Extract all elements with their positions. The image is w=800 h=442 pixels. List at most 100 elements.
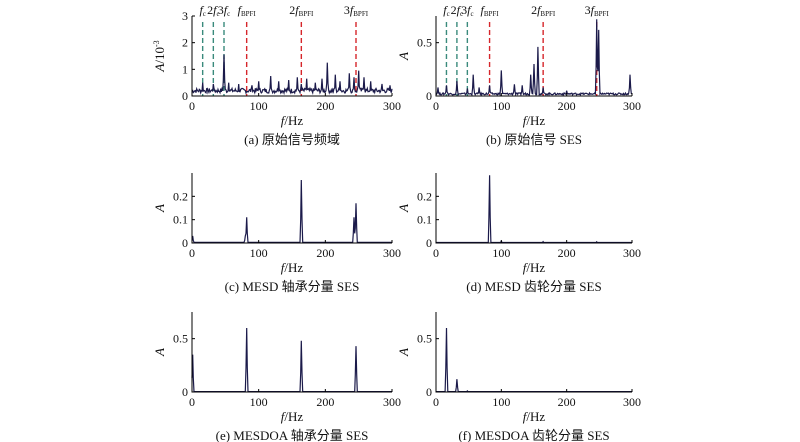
marker-label-fc: fc	[199, 3, 205, 18]
x-axis-label-symbol: f	[281, 260, 287, 275]
y-tick-label: 0	[426, 236, 432, 250]
x-tick-label: 100	[492, 246, 510, 260]
marker-label-symbol: f	[443, 3, 448, 17]
y-tick-label: 0.5	[417, 332, 432, 346]
y-tick-label: 0	[182, 236, 188, 250]
x-axis-label-symbol: f	[281, 113, 287, 128]
panel-caption: (f) MESDOA 齿轮分量 SES	[458, 428, 609, 442]
marker-label-subscript: c	[227, 10, 230, 18]
x-axis-label-unit: /Hz	[284, 113, 303, 128]
marker-label-2fbpfi: 2fBPFI	[289, 3, 314, 18]
marker-label-3fc: 3fc	[218, 3, 230, 18]
x-tick-label: 300	[383, 246, 401, 260]
axis-frame	[435, 16, 632, 97]
x-axis-label-symbol: f	[523, 409, 529, 424]
y-tick-label: 0	[182, 385, 188, 399]
x-axis-label: f/Hz	[281, 409, 304, 424]
y-axis-label: A	[396, 52, 411, 61]
x-axis-label-unit: /Hz	[526, 113, 545, 128]
x-axis-label: f/Hz	[281, 260, 304, 275]
axis-frame	[191, 173, 392, 244]
x-axis-label: f/Hz	[523, 113, 546, 128]
marker-label-symbol: f	[238, 3, 243, 17]
marker-label-coef: 3	[461, 3, 467, 17]
spectrum-line	[191, 327, 392, 393]
x-tick-label: 200	[316, 246, 334, 260]
spectrum-line	[436, 175, 632, 244]
spectrum-line	[191, 54, 393, 96]
marker-label-subscript: c	[460, 10, 463, 18]
axis-frame	[191, 16, 392, 97]
marker-label-2fbpfi: 2fBPFI	[531, 3, 556, 18]
y-axis-label-exponent: -3	[152, 40, 161, 47]
panel-caption: (d) MESD 齿轮分量 SES	[466, 279, 601, 294]
y-tick-label: 0	[426, 89, 432, 103]
marker-label-subscript: c	[216, 10, 219, 18]
marker-label-coef: 2	[451, 3, 457, 17]
marker-label-symbol: f	[199, 3, 204, 17]
marker-label-subscript: BPFI	[353, 10, 368, 18]
marker-label-coef: 2	[207, 3, 213, 17]
marker-label-coef: 3	[344, 3, 350, 17]
spectrum-line	[435, 19, 633, 97]
y-axis-label: A	[152, 204, 167, 213]
y-tick-label: 0	[182, 89, 188, 103]
marker-label-3fc: 3fc	[461, 3, 473, 18]
marker-label-symbol: f	[481, 3, 486, 17]
y-axis-label-symbol: A	[396, 52, 411, 61]
marker-label-subscript: BPFI	[484, 10, 499, 18]
y-axis-label-symbol: A	[396, 348, 411, 357]
panel-e-mesdoa-bearing-ses: 0 100 200 300 0 0.5 Af/Hz (e) MESDOA 轴承分量 SES	[152, 312, 401, 442]
marker-label-symbol: f	[350, 3, 355, 17]
panel-f-mesdoa-gear-ses: 0 100 200 300 0 0.5 Af/Hz (f) MESDOA 齿轮分量 SES	[396, 312, 641, 442]
marker-label-2fc: 2fc	[451, 3, 463, 18]
panel-caption: (b) 原始信号 SES	[486, 132, 582, 147]
marker-label-symbol: f	[537, 3, 542, 17]
x-tick-label: 300	[623, 395, 641, 409]
marker-label-subscript: c	[447, 10, 450, 18]
x-tick-label: 300	[623, 99, 641, 113]
marker-label-subscript: c	[470, 10, 473, 18]
axis-frame	[191, 312, 392, 393]
x-tick-label: 300	[383, 99, 401, 113]
marker-label-symbol: f	[224, 3, 229, 17]
y-axis-label: A/10-3	[152, 40, 167, 72]
marker-label-subscript: BPFI	[299, 10, 314, 18]
marker-label-fc: fc	[443, 3, 449, 18]
y-tick-label: 0.5	[173, 332, 188, 346]
x-tick-label: 0	[433, 99, 439, 113]
panel-caption: (a) 原始信号频域	[244, 132, 340, 147]
y-axis-label: A	[152, 348, 167, 357]
y-tick-label: 0.2	[173, 189, 188, 203]
marker-label-subscript: BPFI	[241, 10, 256, 18]
marker-label-subscript: BPFI	[594, 10, 609, 18]
x-tick-label: 200	[558, 395, 576, 409]
x-tick-label: 0	[433, 246, 439, 260]
x-tick-label: 300	[383, 395, 401, 409]
x-tick-label: 0	[189, 246, 195, 260]
x-axis-label-unit: /Hz	[284, 260, 303, 275]
axis-frame	[435, 312, 632, 393]
y-tick-label: 0.1	[173, 213, 188, 227]
panel-caption: (c) MESD 轴承分量 SES	[225, 279, 360, 294]
x-axis-label-symbol: f	[281, 409, 287, 424]
marker-label-3fbpfi: 3fBPFI	[344, 3, 369, 18]
marker-label-coef: 3	[585, 3, 591, 17]
marker-label-subscript: BPFI	[540, 10, 555, 18]
x-tick-label: 300	[623, 246, 641, 260]
x-axis-label-symbol: f	[523, 260, 529, 275]
y-axis-label-symbol: A	[396, 204, 411, 213]
y-tick-label: 2	[182, 36, 188, 50]
x-tick-label: 100	[492, 395, 510, 409]
marker-label-symbol: f	[457, 3, 462, 17]
marker-label-coef: 3	[218, 3, 224, 17]
marker-label-fbpfi: fBPFI	[238, 3, 257, 18]
marker-label-symbol: f	[467, 3, 472, 17]
marker-label-subscript: c	[203, 10, 206, 18]
marker-label-symbol: f	[213, 3, 218, 17]
x-tick-label: 200	[316, 395, 334, 409]
x-axis-label-unit: /Hz	[526, 409, 545, 424]
marker-label-fbpfi: fBPFI	[481, 3, 500, 18]
